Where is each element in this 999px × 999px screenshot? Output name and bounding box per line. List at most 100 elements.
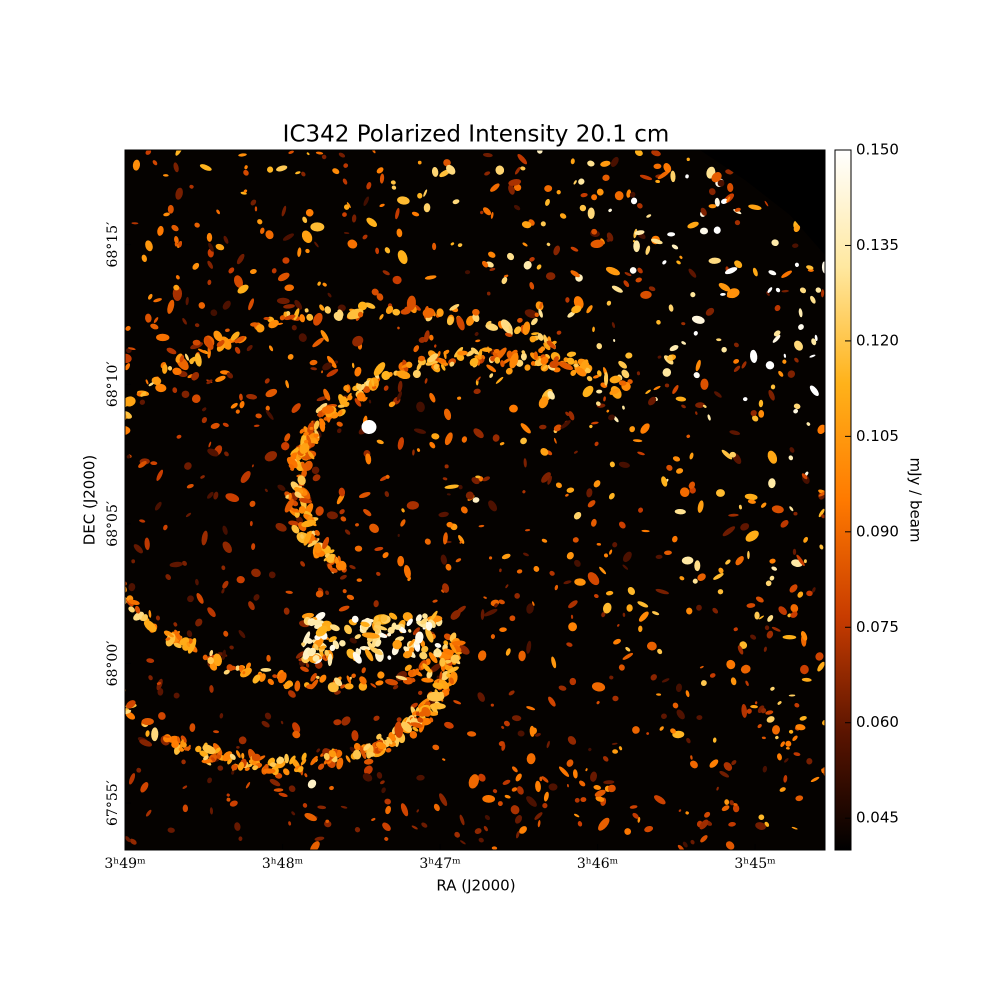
image-speckle (397, 196, 410, 205)
image-speckle (606, 300, 612, 306)
image-speckle (304, 812, 317, 822)
image-speckle (537, 150, 543, 154)
image-speckle (608, 208, 612, 213)
image-speckle (821, 261, 825, 274)
image-speckle (202, 407, 207, 412)
image-speckle (674, 509, 686, 515)
image-speckle (758, 814, 765, 820)
image-speckle (283, 768, 290, 776)
image-speckle (85, 652, 93, 661)
image-speckle (132, 159, 141, 171)
image-speckle (515, 830, 520, 839)
image-speckle (718, 282, 731, 292)
image-speckle (475, 339, 481, 343)
image-speckle (509, 615, 516, 622)
image-speckle (125, 363, 131, 371)
image-speckle (324, 306, 332, 314)
image-speckle (322, 362, 333, 371)
image-speckle (321, 154, 327, 160)
colorbar-tick-label: 0.045 (856, 809, 899, 827)
image-speckle (609, 675, 614, 680)
image-speckle (184, 462, 192, 470)
image-speckle (780, 520, 789, 528)
image-speckle (351, 362, 355, 369)
image-speckle (540, 346, 546, 352)
image-speckle (392, 308, 401, 316)
image-speckle (434, 642, 442, 648)
image-speckle (464, 270, 471, 275)
image-speckle (359, 676, 367, 685)
image-speckle (728, 821, 736, 827)
image-speckle (408, 629, 412, 633)
image-speckle (304, 308, 309, 313)
image-speckle (543, 791, 549, 802)
image-speckle (519, 826, 527, 834)
image-speckle (310, 672, 317, 682)
image-speckle (424, 275, 437, 280)
image-speckle (94, 661, 99, 666)
image-speckle (598, 817, 610, 831)
image-speckle (520, 437, 527, 445)
image-speckle (401, 721, 413, 733)
image-speckle (358, 491, 371, 499)
image-speckle (507, 252, 515, 261)
image-speckle (606, 232, 614, 242)
image-speckle (784, 758, 789, 763)
image-speckle (483, 825, 488, 832)
image-speckle (207, 777, 212, 784)
image-speckle (417, 717, 424, 723)
image-speckle (397, 533, 400, 537)
image-speckle (725, 841, 735, 850)
image-speckle (657, 170, 671, 180)
image-speckle (361, 632, 380, 639)
image-speckle (600, 160, 611, 167)
image-speckle (106, 561, 118, 575)
image-speckle (356, 392, 366, 402)
image-speckle (392, 639, 402, 650)
image-speckle (602, 756, 609, 762)
image-speckle (284, 314, 296, 321)
image-speckle (540, 447, 549, 456)
image-speckle (285, 380, 289, 389)
image-speckle (424, 378, 428, 384)
image-speckle (545, 198, 550, 206)
image-speckle (125, 353, 132, 364)
image-speckle (618, 746, 623, 751)
image-speckle (278, 671, 287, 684)
image-speckle (472, 308, 480, 316)
image-speckle (329, 785, 334, 791)
image-speckle (501, 743, 506, 751)
image-speckle (609, 461, 615, 468)
image-speckle (810, 295, 816, 304)
image-speckle (295, 651, 305, 659)
image-speckle (163, 212, 170, 217)
image-speckle (215, 243, 225, 251)
image-speckle (298, 333, 307, 342)
image-speckle (700, 680, 707, 687)
image-speckle (488, 556, 493, 560)
image-speckle (354, 366, 362, 377)
image-speckle (520, 423, 531, 434)
image-speckle (314, 241, 319, 248)
image-speckle (656, 319, 661, 325)
image-speckle (413, 345, 420, 353)
image-speckle (670, 728, 676, 734)
image-speckle (283, 680, 293, 690)
image-speckle (189, 356, 198, 363)
image-speckle (781, 270, 792, 278)
image-speckle (362, 773, 373, 782)
image-speckle (712, 607, 719, 614)
image-speckle (489, 373, 494, 378)
image-speckle (481, 354, 486, 360)
image-speckle (155, 383, 167, 393)
image-speckle (383, 385, 389, 391)
image-speckle (236, 745, 240, 749)
image-speckle (326, 368, 339, 377)
image-speckle (609, 375, 621, 384)
image-speckle (357, 301, 368, 311)
image-speckle (327, 355, 337, 369)
image-speckle (415, 631, 424, 644)
image-speckle (806, 422, 811, 426)
image-speckle (301, 612, 315, 619)
